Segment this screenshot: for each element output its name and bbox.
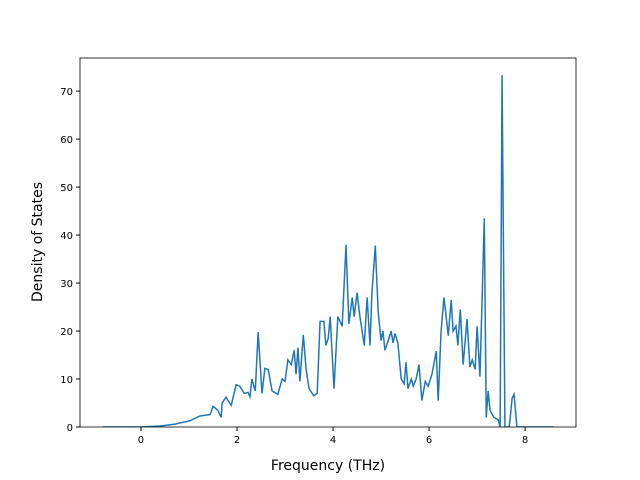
- y-tick-label: 30: [60, 279, 73, 290]
- x-axis-label: Frequency (THz): [271, 458, 385, 474]
- y-tick-label: 40: [60, 231, 73, 242]
- x-tick-label: 4: [330, 435, 336, 446]
- plot-frame: [79, 57, 577, 428]
- y-tick-label: 60: [60, 135, 73, 146]
- x-tick-label: 6: [426, 435, 432, 446]
- y-tick-label: 50: [60, 183, 73, 194]
- x-tick-label: 2: [234, 435, 240, 446]
- x-tick-label: 8: [522, 435, 528, 446]
- y-tick-label: 10: [60, 375, 73, 386]
- y-axis-label: Density of States: [30, 182, 46, 302]
- x-tick-label: 0: [138, 435, 144, 446]
- y-tick-label: 0: [67, 423, 73, 434]
- y-tick-label: 70: [60, 87, 73, 98]
- data-line: [103, 75, 554, 427]
- y-tick-label: 20: [60, 327, 73, 338]
